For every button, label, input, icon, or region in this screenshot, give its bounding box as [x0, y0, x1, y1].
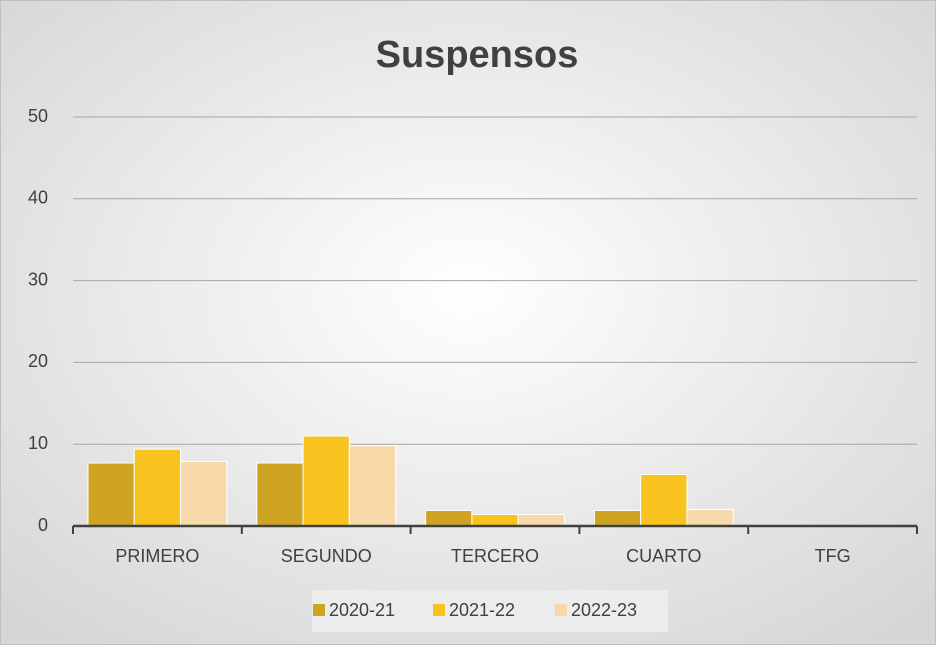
bar	[348, 445, 397, 527]
y-tick-label: 30	[28, 269, 48, 289]
y-tick-label: 10	[28, 433, 48, 453]
legend-swatch	[555, 604, 567, 616]
y-tick-label: 0	[38, 515, 48, 535]
bar	[180, 460, 228, 527]
legend-swatch	[313, 604, 325, 616]
bar	[517, 514, 565, 527]
legend-label: 2022-23	[571, 600, 637, 620]
x-tick-label: TERCERO	[451, 546, 539, 566]
y-tick-label: 50	[28, 106, 48, 126]
y-tick-label: 40	[28, 188, 48, 208]
x-tick-label: TFG	[815, 546, 851, 566]
bar	[302, 435, 350, 527]
bar	[256, 462, 304, 527]
y-tick-label: 20	[28, 351, 48, 371]
chart-title: Suspensos	[376, 34, 579, 76]
legend-box	[312, 590, 668, 632]
legend-swatch	[433, 604, 445, 616]
legend-label: 2021-22	[449, 600, 515, 620]
x-tick-label: CUARTO	[626, 546, 701, 566]
x-tick-label: PRIMERO	[115, 546, 199, 566]
bar	[425, 509, 473, 527]
bar	[87, 462, 135, 527]
bar	[471, 514, 519, 527]
legend-label: 2020-21	[329, 600, 395, 620]
bar	[593, 509, 642, 527]
x-tick-label: SEGUNDO	[281, 546, 372, 566]
bar	[133, 448, 182, 527]
bar	[640, 473, 688, 527]
bar	[686, 509, 734, 527]
